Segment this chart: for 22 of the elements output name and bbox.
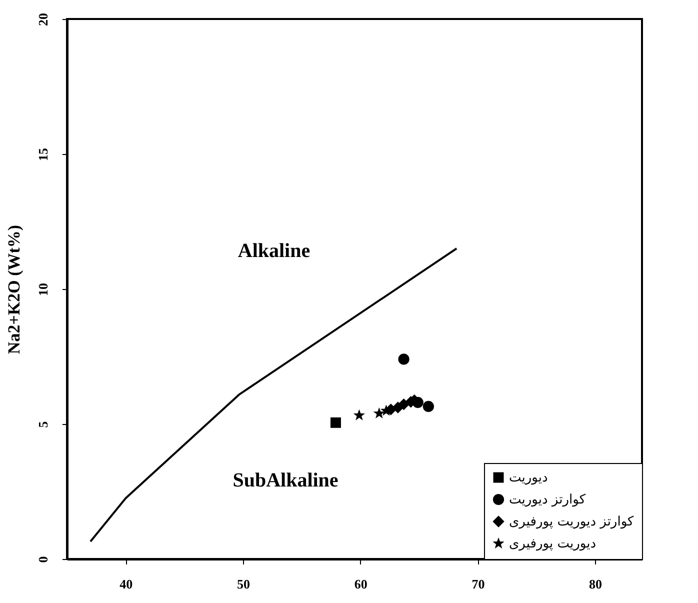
x-tick-label: 50: [237, 576, 250, 592]
y-tick-label: 15: [36, 148, 50, 161]
y-tick-label: 10: [36, 283, 50, 296]
annotation: Alkaline: [238, 240, 310, 262]
legend-label: دیوریت: [509, 470, 548, 486]
point: [373, 407, 385, 418]
y-tick-label: 0: [36, 556, 50, 563]
y-tick-label: 5: [36, 420, 50, 428]
y-tick-label: 20: [36, 13, 50, 26]
point: [353, 409, 366, 420]
legend-label: کوارتز دیوریت: [509, 492, 586, 508]
x-tick-label: 40: [120, 576, 133, 592]
point: [330, 417, 341, 428]
legend-label: دیوریت پورفیری: [509, 536, 596, 552]
point: [398, 354, 410, 365]
point: [422, 400, 434, 412]
y-axis-title: Na2+K2O (Wt%): [4, 224, 24, 354]
annotation: SubAlkaline: [232, 470, 338, 492]
legend-label: کوارتز دیوریت پورفیری: [509, 514, 635, 530]
x-tick-label: 60: [354, 576, 368, 592]
x-tick-label: 70: [472, 576, 485, 592]
x-tick-label: 80: [589, 576, 602, 592]
